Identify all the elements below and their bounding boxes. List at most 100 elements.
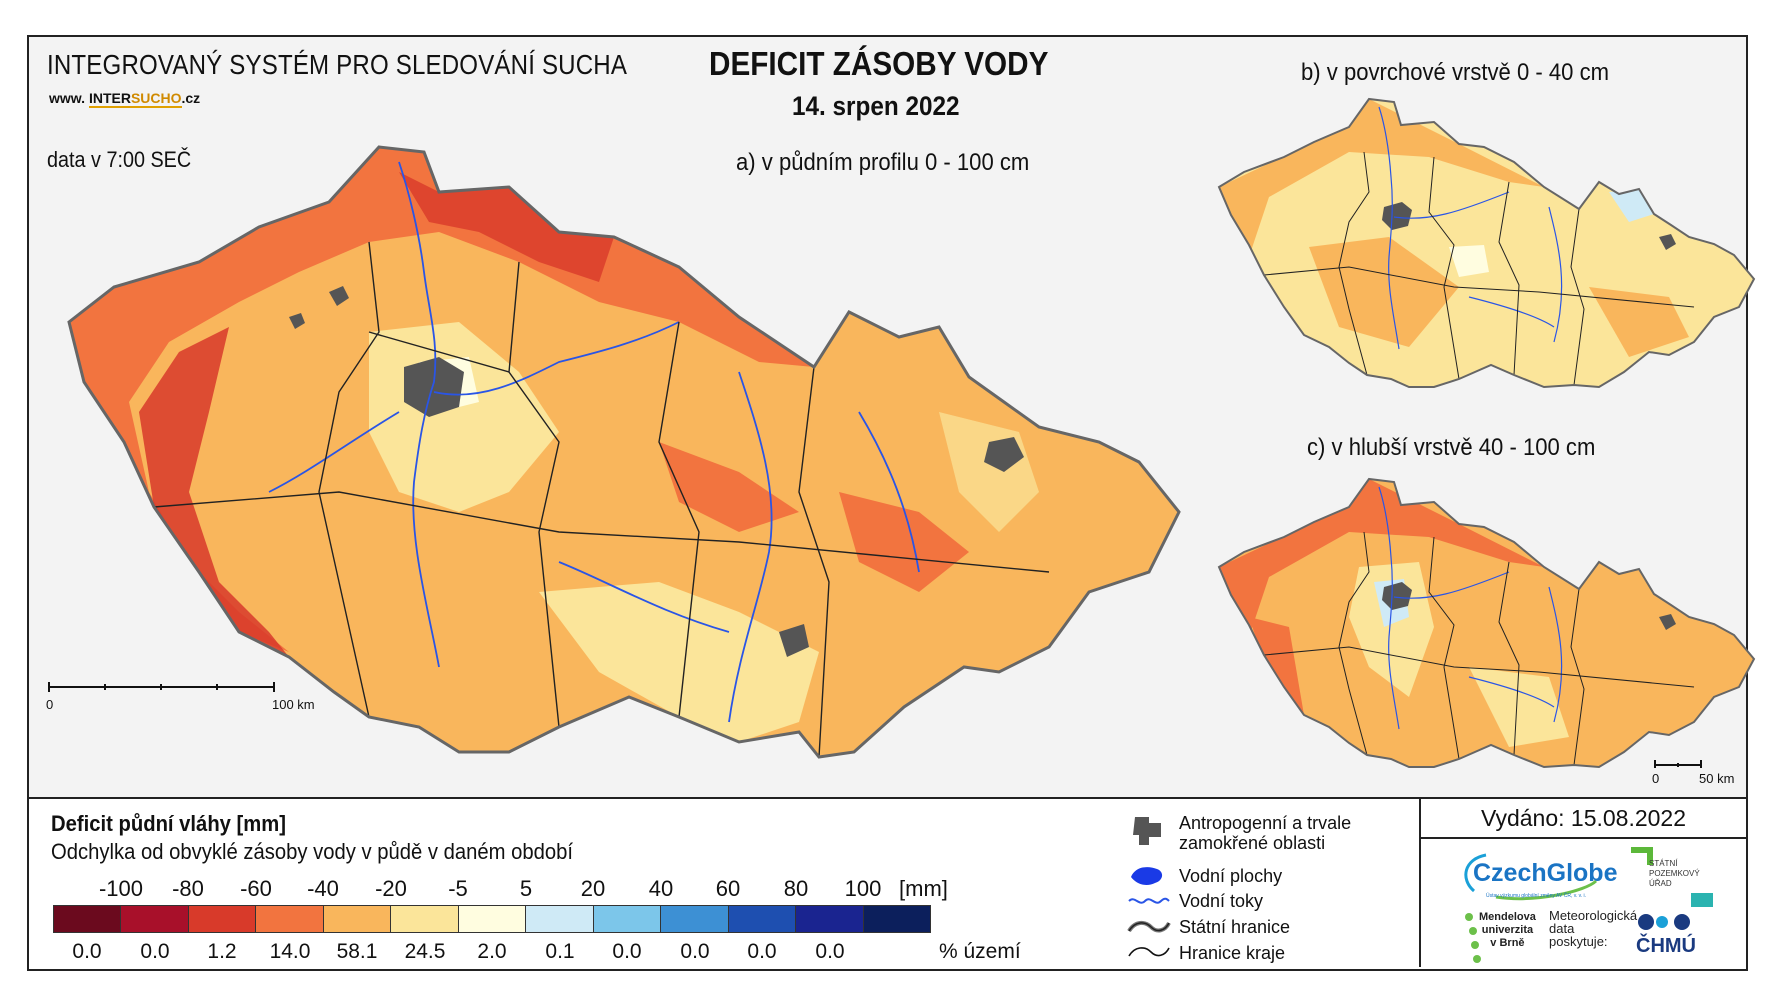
map-a-title: a) v půdním profilu 0 - 100 cm [736,149,1030,176]
legend-color-swatch [661,906,729,932]
legend-unit: [mm] [899,876,948,901]
legend-tick: -60 [240,876,272,901]
issued-date: Vydáno: 15.08.2022 [1421,799,1746,839]
urban-areas [289,286,1024,657]
legend-percentage: 0.0 [747,940,777,963]
www-prefix: www. [49,90,86,106]
legend-percentage: 0.0 [680,940,710,963]
map-frame: INTEGROVANÝ SYSTÉM PRO SLEDOVÁNÍ SUCHA w… [27,35,1756,971]
state-border-icon [1127,920,1171,933]
legend-urban-label: Antropogenní a trvale zamokřené oblasti [1179,813,1351,853]
urban-areas-c [1382,582,1676,630]
map-a-czechia [48,145,1181,759]
legend-urban-line1: Antropogenní a trvale [1179,813,1352,833]
legend-tick: 5 [519,876,533,901]
legend-tick: 60 [715,876,741,901]
legend-percentage: 58.1 [336,940,378,963]
spu-logo-mark [1691,893,1713,907]
rivers-b [1378,106,1563,350]
scale-small-right: 50 km [1699,771,1735,786]
scale-small-left: 0 [1652,771,1660,786]
legend-percentage: 0.1 [545,940,575,963]
legend-rivers-label: Vodní toky [1179,891,1264,911]
legend-tick: 80 [783,876,809,901]
legend-tick: -5 [448,876,468,901]
legend-color-swatch [796,906,864,932]
www-suffix: .cz [181,90,201,106]
mendelu-logo-dots [1465,913,1481,963]
legend-title: Deficit půdní vláhy [mm] [51,811,287,836]
map-a-fill [69,147,1179,757]
map-area: INTEGROVANÝ SYSTÉM PRO SLEDOVÁNÍ SUCHA w… [29,37,1756,797]
met-data-provider: Meteorologická data poskytuje: [1549,908,1638,949]
legend-color-swatch [391,906,459,932]
water-body-icon [1131,867,1163,885]
czechglobe-logo-arc [1464,853,1598,901]
region-borders-c [1263,531,1695,766]
river-icon [1128,897,1170,904]
legend-color-swatch [863,906,931,932]
scale-main-right: 100 km [272,697,315,712]
legend-tick: -40 [307,876,339,901]
website-link[interactable]: www. INTERSUCHO.cz [49,90,201,108]
region-border-icon [1128,947,1170,957]
legend-tick: -80 [172,876,204,901]
legend-percentage: 14.0 [269,940,311,963]
legend-water-bodies-label: Vodní plochy [1179,866,1283,886]
legend-color-swatch [323,906,392,932]
www-sucho: SUCHO [130,90,182,108]
legend-percentage: 0.0 [72,940,102,963]
legend-urban-line2: zamokřené oblasti [1179,833,1326,853]
map-c-fill [1219,479,1754,767]
region-borders [153,241,1050,758]
scale-bar-main [48,682,275,692]
czechglobe-subtitle: Ústav výzkumu globální změny AV ČR, v. v… [1486,893,1587,899]
map-b-title: b) v povrchové vrstvě 0 - 40 cm [1301,59,1609,86]
legend-color-swatch [458,906,527,932]
state-border [67,145,1181,759]
chmu-logo: ČHMÚ [1636,935,1696,957]
spu-logo: STÁTNÍ POZEMKOVÝ ÚŘAD [1649,859,1700,888]
legend-tick: 20 [580,876,606,901]
legend-color-swatch [121,906,189,932]
legend-subtitle: Odchylka od obvyklé zásoby vody v půdě v… [51,839,574,864]
rivers-c [1378,486,1563,730]
scale-bar-small [1654,760,1702,768]
state-border-b [1217,97,1756,389]
legend-tick: -100 [98,876,144,901]
legend-percentage: 1.2 [207,940,237,963]
map-b-czechia [1217,97,1756,389]
legend-percentage: 24.5 [404,940,446,963]
legend-state-border-label: Státní hranice [1179,917,1291,937]
czechglobe-logo: CzechGlobe [1473,859,1618,887]
legend-percentage: 2.0 [477,940,507,963]
www-inter: INTER [88,90,131,108]
legend-color-swatch [593,906,662,932]
legend-tick: 40 [648,876,674,901]
legend-tick: 100 [844,876,882,901]
legend-colorbar [53,905,931,933]
main-title: DEFICIT ZÁSOBY VODY [709,45,1049,82]
legend-panel: Deficit půdní vláhy [mm] Odchylka od obv… [29,797,1746,969]
legend-percentage: 0.0 [815,940,845,963]
chmu-logo-icon [1638,914,1690,930]
legend-color-swatch [188,906,257,932]
legend-tick: -20 [375,876,407,901]
legend-percentage: 0.0 [140,940,170,963]
map-b-fill [1219,99,1754,387]
state-border-c [1217,477,1756,769]
spu-logo-icon [1631,847,1653,865]
legend-color-swatch [256,906,324,932]
legend-color-swatch [526,906,594,932]
legend-color-swatch [728,906,797,932]
map-c-czechia [1217,477,1756,769]
data-time: data v 7:00 SEČ [47,147,192,172]
legend-percentage: 0.0 [612,940,642,963]
region-borders-b [1263,151,1695,386]
urban-areas-b [1382,202,1676,250]
map-c-title: c) v hlubší vrstvě 40 - 100 cm [1307,434,1596,461]
rivers [268,161,920,723]
issuer-box: Vydáno: 15.08.2022 CzechGlobe Ústav výzk… [1419,799,1746,967]
date-title: 14. srpen 2022 [792,91,960,121]
legend-percent-unit: % území [939,940,1021,963]
